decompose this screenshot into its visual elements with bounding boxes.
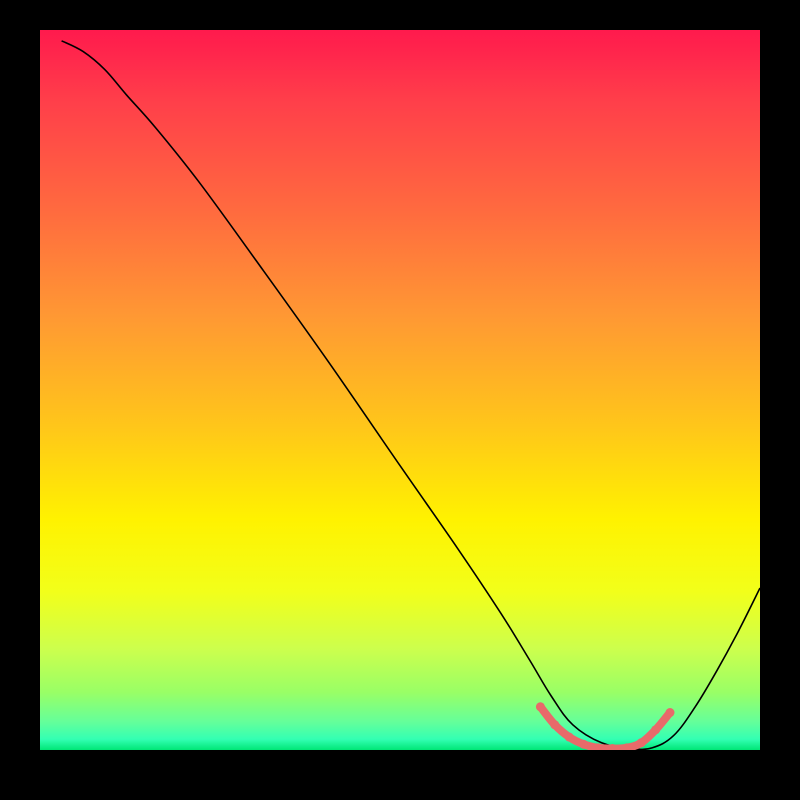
plot-area bbox=[40, 30, 760, 750]
watermark-text: TheBottleneck.com bbox=[586, 4, 792, 30]
highlight-marker bbox=[666, 708, 675, 717]
highlight-marker bbox=[565, 733, 574, 742]
bottleneck-curve bbox=[62, 41, 760, 750]
highlight-marker bbox=[651, 725, 660, 734]
highlight-band-line bbox=[540, 707, 670, 749]
chart-svg bbox=[40, 30, 760, 750]
highlight-band-markers bbox=[536, 702, 675, 750]
highlight-marker bbox=[579, 740, 588, 749]
stage: TheBottleneck.com bbox=[0, 0, 800, 800]
highlight-marker bbox=[637, 738, 646, 747]
highlight-marker bbox=[536, 702, 545, 711]
highlight-marker bbox=[550, 720, 559, 729]
